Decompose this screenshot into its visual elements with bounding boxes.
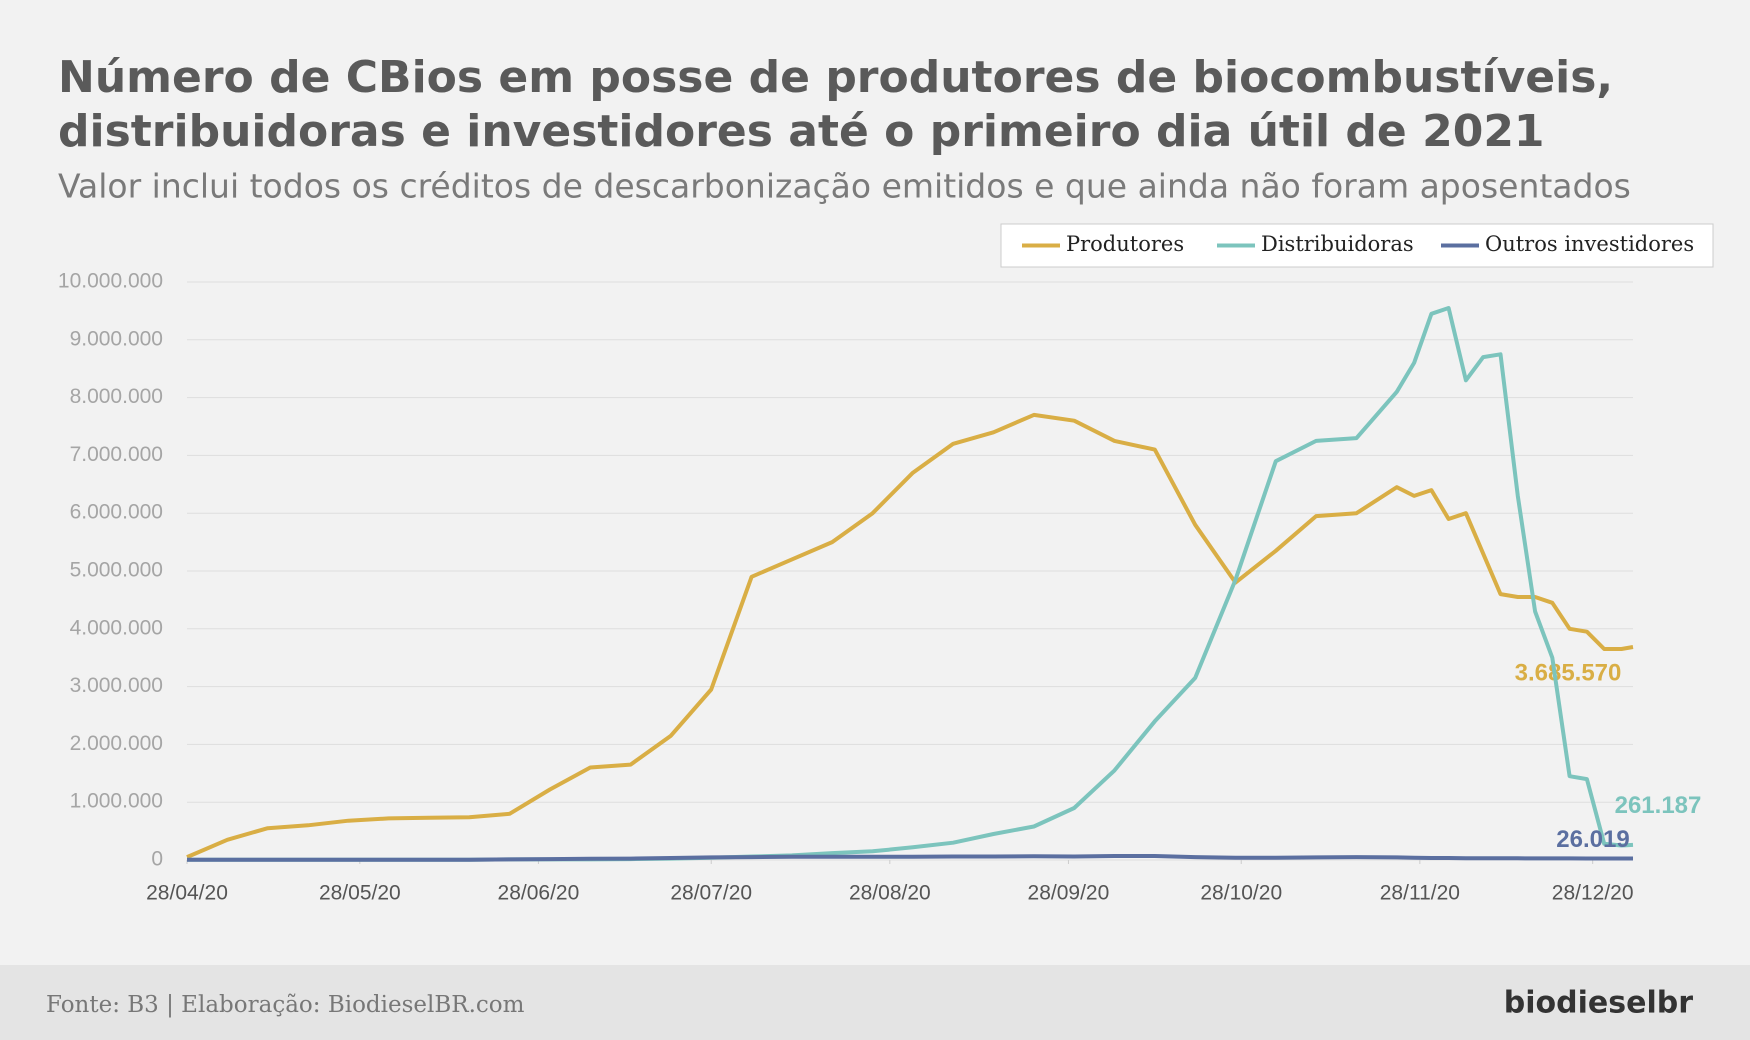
y-tick-label: 0	[151, 848, 163, 871]
series-line	[187, 854, 1633, 862]
footer-band	[0, 965, 1750, 1040]
y-tick-label: 10.000.000	[58, 270, 163, 293]
y-tick-label: 5.000.000	[70, 559, 163, 582]
legend-label: Produtores	[1066, 232, 1184, 256]
y-tick-label: 7.000.000	[70, 443, 163, 466]
y-tick-label: 1.000.000	[70, 790, 163, 813]
chart-title: Número de CBios em posse de produtores d…	[58, 52, 1613, 103]
legend-label: Outros investidores	[1485, 232, 1694, 256]
x-tick-label: 28/05/20	[319, 882, 401, 905]
y-tick-label: 6.000.000	[70, 501, 163, 524]
logo: biodieselbr	[1504, 986, 1693, 1021]
x-tick-label: 28/07/20	[670, 882, 752, 905]
x-tick-label: 28/11/20	[1380, 882, 1460, 905]
chart-subtitle: Valor inclui todos os créditos de descar…	[58, 167, 1631, 206]
value-label: 261.187	[1615, 792, 1702, 819]
y-tick-label: 3.000.000	[70, 674, 163, 697]
y-tick-label: 2.000.000	[70, 732, 163, 755]
y-tick-label: 4.000.000	[70, 616, 163, 639]
background	[0, 0, 1750, 965]
x-tick-label: 28/08/20	[849, 882, 931, 905]
y-tick-label: 8.000.000	[70, 385, 163, 408]
source: Fonte: B3 | Elaboração: BiodieselBR.com	[46, 992, 525, 1018]
value-label: 26.019	[1556, 826, 1629, 853]
legend-label: Distribuidoras	[1261, 232, 1414, 256]
x-tick-label: 28/10/20	[1200, 882, 1282, 905]
y-tick-label: 9.000.000	[70, 327, 163, 350]
chart-title: distribuidoras e investidores até o prim…	[58, 106, 1545, 157]
value-label: 3.685.570	[1515, 659, 1622, 686]
x-tick-label: 28/04/20	[146, 882, 228, 905]
legend-box	[1000, 223, 1714, 268]
x-tick-label: 28/06/20	[498, 882, 580, 905]
x-tick-label: 28/12/20	[1552, 882, 1634, 905]
series-line	[186, 412, 1634, 859]
x-tick-label: 28/09/20	[1028, 882, 1110, 905]
